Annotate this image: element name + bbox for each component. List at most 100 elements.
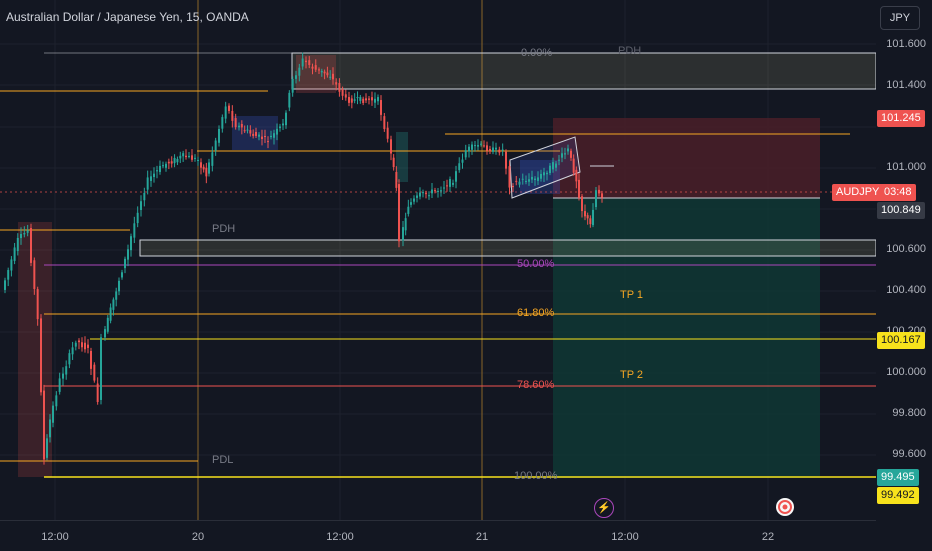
price-tick: 100.000 (886, 366, 926, 378)
candle (323, 71, 326, 74)
candle (115, 291, 118, 300)
candle (200, 162, 202, 168)
candle (474, 145, 476, 147)
currency-button[interactable]: JPY (880, 6, 920, 30)
candle (458, 163, 461, 171)
candle (368, 98, 370, 100)
candle (386, 127, 389, 139)
candle (341, 89, 344, 96)
candle (570, 150, 572, 158)
pdh-label: PDH (212, 223, 236, 235)
candle (270, 135, 272, 138)
price-axis[interactable]: 101.600 101.400 101.000 100.600 100.400 … (876, 0, 932, 520)
demand-zone (139, 239, 876, 257)
candle (452, 182, 454, 185)
candle (273, 133, 275, 138)
candle (205, 167, 208, 177)
candle (179, 155, 182, 159)
stop-loss-zone (553, 118, 820, 198)
target-icon[interactable] (776, 498, 794, 516)
candle (298, 67, 301, 76)
candle (78, 340, 80, 343)
candle (150, 176, 152, 181)
price-tick: 101.600 (886, 38, 926, 50)
candle (26, 230, 29, 233)
candle (422, 192, 424, 194)
candle (492, 147, 494, 152)
candle (477, 145, 479, 147)
candle (49, 419, 51, 438)
candle (601, 193, 603, 198)
candle (318, 69, 320, 71)
candle (197, 159, 199, 161)
lightning-icon[interactable]: ⚡ (594, 498, 614, 518)
candle (518, 181, 521, 185)
time-tick: 20 (191, 531, 205, 543)
candle (515, 180, 518, 182)
candle (549, 165, 551, 174)
candle (521, 178, 524, 180)
candle (558, 159, 560, 161)
candle (153, 173, 155, 178)
candle (288, 92, 291, 108)
candle (127, 249, 129, 260)
countdown-tag: 03:48 (880, 184, 916, 201)
candle (182, 153, 185, 157)
candle (552, 162, 554, 170)
candle (282, 123, 284, 126)
candle (402, 227, 404, 241)
candle (211, 152, 214, 166)
chart-title: Australian Dollar / Japanese Yen, 15, OA… (6, 10, 249, 24)
candle (371, 97, 373, 101)
candle (100, 337, 102, 400)
time-axis[interactable]: 12:00 20 12:00 21 12:00 22 (0, 520, 876, 551)
candle (348, 97, 350, 103)
candle (10, 259, 13, 271)
candle (314, 65, 317, 70)
candle (344, 94, 347, 98)
candle (546, 172, 548, 175)
candle (81, 342, 83, 348)
candle (437, 190, 439, 192)
candle (398, 184, 400, 242)
candle (338, 83, 341, 92)
candle (71, 347, 74, 355)
supply-zone (291, 52, 876, 90)
candle (528, 179, 530, 182)
candle (291, 78, 294, 93)
time-tick: 12:00 (326, 531, 354, 543)
candle (240, 123, 243, 128)
candle (581, 196, 583, 212)
candle (202, 166, 205, 170)
candle (159, 165, 161, 172)
candle (285, 112, 287, 126)
candle (52, 405, 54, 423)
candle (249, 130, 252, 134)
candle (326, 72, 329, 76)
candle (301, 58, 304, 67)
candle (419, 192, 421, 197)
candle (377, 97, 379, 102)
candle (33, 260, 36, 289)
candle (65, 366, 68, 375)
price-chart[interactable] (0, 0, 876, 520)
candle (20, 233, 22, 239)
candle (40, 318, 42, 393)
candle (383, 116, 386, 130)
candle (146, 177, 149, 190)
price-tick: 101.400 (886, 79, 926, 91)
candle (362, 98, 365, 103)
candle (335, 82, 338, 85)
candle (4, 280, 6, 290)
price-tick: 100.600 (886, 243, 926, 255)
candle (543, 172, 545, 176)
pdh-right-label: PDH (618, 45, 642, 57)
price-tag-low-1: 99.495 (877, 469, 919, 486)
order-block (396, 132, 408, 182)
candle (109, 307, 112, 321)
candle (194, 157, 196, 159)
candle (84, 342, 86, 350)
candle (62, 373, 64, 379)
candle (224, 106, 227, 119)
candle (264, 136, 266, 138)
